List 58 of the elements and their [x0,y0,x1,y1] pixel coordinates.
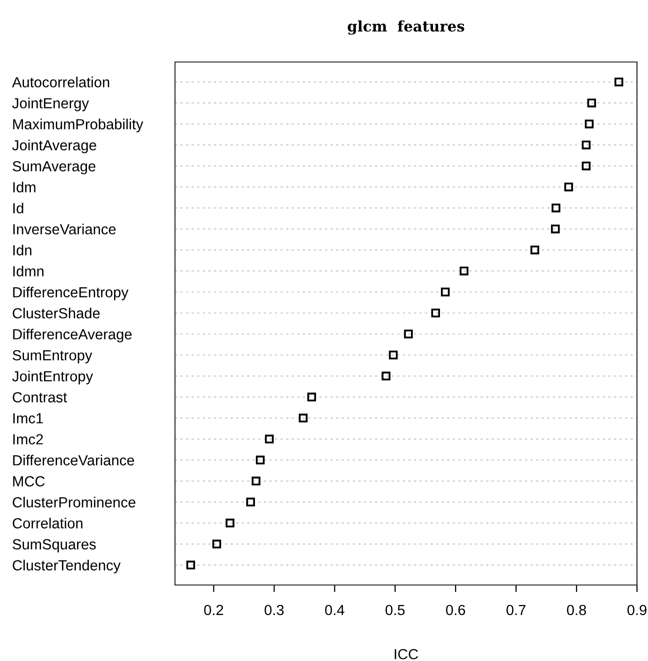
x-tick-label: 0.5 [386,604,405,616]
x-tick-label: 0.9 [627,604,646,616]
y-tick-label: MaximumProbability [13,118,144,132]
y-tick-label: SumSquares [12,539,96,552]
y-tick-label: Autocorrelation [12,76,110,88]
y-tick-label: SumEntropy [12,350,92,364]
point [404,330,413,338]
y-tick-label: Idmn [13,266,44,276]
chart-title: glcm features [348,20,464,35]
y-tick-label: DifferenceEntropy [13,286,128,300]
point [552,204,560,212]
point [246,498,255,506]
point [614,78,624,86]
y-tick-label: Imc2 [13,434,43,444]
y-tick-label: JointEntropy [12,370,94,384]
point [582,162,591,170]
y-tick-label: Id [13,202,24,214]
y-tick-label: MCC [13,476,45,486]
x-tick-label: 0.3 [264,604,284,616]
y-tick-label: ClusterTendency [12,560,121,574]
point [382,372,390,380]
y-tick-label: Imc1 [13,413,43,424]
point [388,350,398,360]
point [212,540,222,548]
point [530,246,540,254]
point [256,456,265,464]
y-tick-label: ClusterShade [12,308,100,318]
y-tick-label: JointAverage [12,140,96,154]
point [564,182,574,192]
point [550,224,560,234]
y-tick-label: Idn [13,244,32,256]
point [460,266,468,276]
x-tick-label: 0.6 [446,604,466,616]
x-tick-label: 0.4 [325,604,344,616]
point [431,308,440,318]
x-axis-title: ICC [394,648,418,660]
y-tick-label: ClusterProminence [12,496,136,508]
point [252,476,260,486]
y-tick-label: DifferenceAverage [13,328,132,342]
point [587,98,596,108]
x-tick-label: 0.7 [506,604,526,616]
y-tick-label: Contrast [12,392,68,402]
y-tick-label: InverseVariance [13,224,116,234]
point [584,120,594,128]
point [582,140,591,150]
x-tick-label: 0.8 [566,604,586,616]
point [298,414,308,422]
y-tick-label: Idm [13,182,36,192]
point [226,518,234,528]
x-tick-label: 0.2 [204,604,224,616]
point [440,288,450,296]
y-tick-label: DifferenceVariance [13,454,134,466]
y-tick-label: Correlation [12,518,82,528]
point [186,560,196,570]
point [264,434,274,444]
point [307,392,316,402]
y-tick-label: SumAverage [12,161,96,174]
y-tick-label: JointEnergy [12,98,89,112]
